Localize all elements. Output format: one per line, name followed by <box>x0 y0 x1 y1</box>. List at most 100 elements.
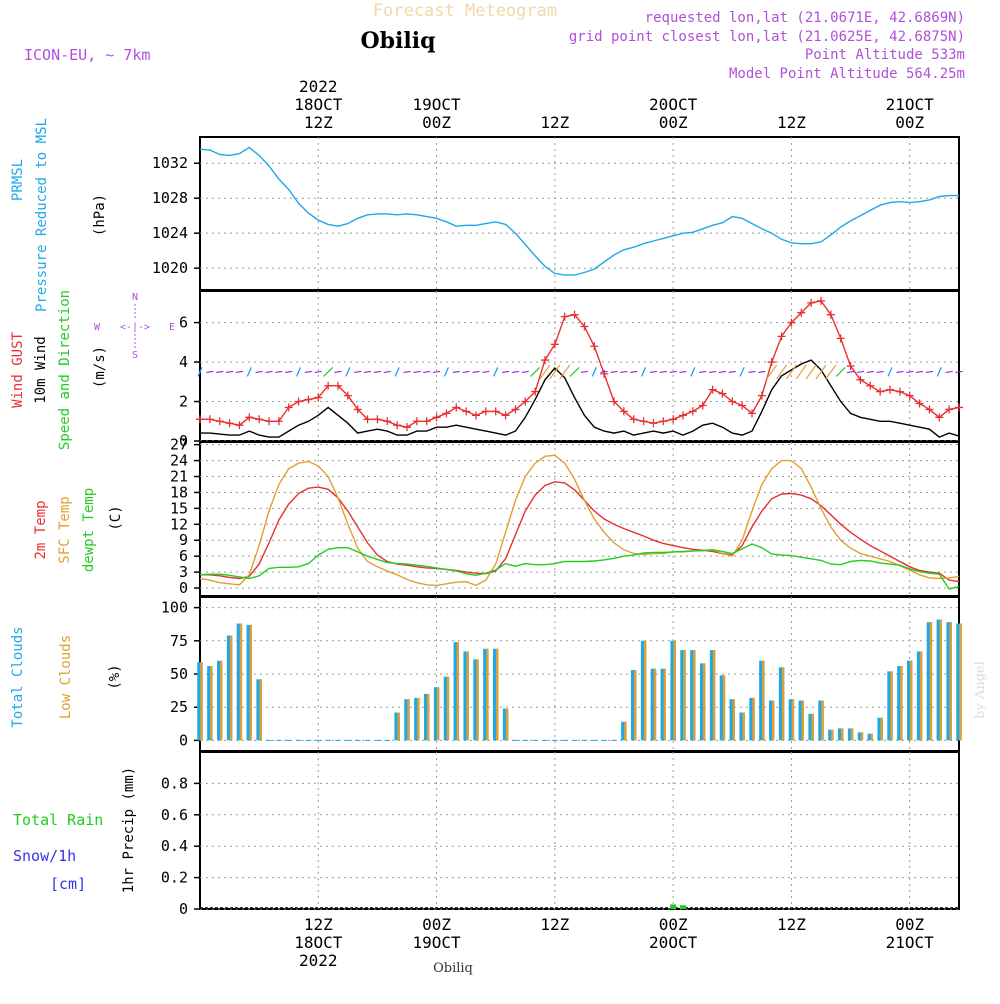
total-cloud-bar <box>640 640 647 741</box>
faded-title: Forecast Meteogram <box>373 1 557 21</box>
model-label: ICON-EU, ~ 7km <box>24 46 150 64</box>
compass-line: <-|-> <box>120 322 150 333</box>
gust-point <box>353 405 362 414</box>
total-cloud-bar <box>867 733 873 741</box>
low-cloud-bar <box>200 662 203 741</box>
y-tick-label: 0 <box>179 579 188 597</box>
gust-point <box>629 415 638 424</box>
y-tick-label: 0.8 <box>161 774 188 792</box>
wind-10m-label: 10m Wind <box>33 336 49 403</box>
compass-n: N <box>132 292 138 303</box>
wind-arrow <box>825 364 837 380</box>
gust-point <box>422 417 431 426</box>
total-cloud-bar <box>256 679 262 741</box>
wind-arrow <box>649 370 658 374</box>
low-cloud-bar <box>840 728 844 741</box>
gust-point <box>442 409 451 418</box>
wind-arrow <box>630 370 638 374</box>
y-tick-label: 100 <box>161 599 188 617</box>
top-hour-label: 00Z <box>422 113 451 132</box>
series-line-2m-temp <box>200 481 960 583</box>
gust-point <box>856 375 865 384</box>
wind-arrow <box>394 367 400 377</box>
gust-point <box>373 415 382 424</box>
temp-dewpt-label: dewpt Temp <box>81 488 97 572</box>
low-cloud-bar <box>762 660 765 741</box>
series-line-sfc-temp <box>199 454 960 587</box>
snow-unit-label: [cm] <box>50 875 86 893</box>
wind-arrow <box>906 370 914 374</box>
gust-point <box>757 391 766 400</box>
wind-arrow <box>275 370 283 374</box>
total-cloud-bar <box>739 712 745 741</box>
wind-arrow <box>265 370 273 374</box>
bottom-hour-label: 00Z <box>659 915 688 934</box>
low-cloud-bar <box>673 640 676 741</box>
series-line-prmsl <box>199 146 959 276</box>
total-cloud-bar <box>621 721 627 741</box>
compass-icon: N S W E <-|-> <box>94 292 175 361</box>
total-cloud-bar <box>690 650 696 741</box>
low-cloud-bar <box>909 660 913 741</box>
total-cloud-bar <box>404 699 410 741</box>
gust-point <box>541 356 549 365</box>
low-cloud-bar <box>821 700 824 741</box>
gust-point <box>728 397 737 406</box>
wind-arrow <box>423 370 431 374</box>
total-cloud-bar <box>493 648 499 741</box>
wind-arrow <box>462 370 470 374</box>
low-cloud-bar <box>900 666 903 741</box>
low-cloud-bar <box>426 693 430 741</box>
low-cloud-bar <box>456 642 459 741</box>
bottom-hour-label: 00Z <box>422 915 451 934</box>
low-cloud-bar <box>791 699 795 741</box>
low-cloud-bar <box>771 700 775 741</box>
wind-arrow <box>235 370 244 374</box>
total-cloud-bar <box>650 668 657 741</box>
total-cloud-bar <box>197 662 203 741</box>
wind-arrow <box>296 367 302 377</box>
gust-point <box>334 381 342 390</box>
gust-point <box>403 423 411 432</box>
wind-arrow <box>641 367 647 377</box>
gust-point <box>215 417 224 426</box>
grid-point-coords: grid point closest lon,lat (21.0625E, 42… <box>569 29 965 45</box>
bottom-hour-label: 12Z <box>540 915 569 934</box>
wind-arrow <box>699 370 707 374</box>
compass-e: E <box>169 322 175 333</box>
gust-point <box>935 413 944 422</box>
wind-arrow <box>785 364 797 380</box>
wind-arrow <box>856 370 865 374</box>
location-title: Obiliq <box>360 28 435 54</box>
wind-arrow <box>728 370 736 374</box>
gust-point <box>600 369 609 378</box>
low-cloud-bar <box>505 708 509 741</box>
gust-point <box>826 310 835 319</box>
low-cloud-bar <box>712 650 716 741</box>
top-date-label: 19OCT <box>412 95 461 114</box>
low-cloud-bar <box>742 712 745 741</box>
low-cloud-bar <box>949 622 952 741</box>
total-cloud-bar <box>502 708 509 741</box>
bottom-date-label: 21OCT <box>886 933 935 952</box>
gust-point <box>294 397 303 406</box>
gust-point <box>905 391 914 400</box>
low-cloud-bar <box>811 713 814 741</box>
top-hour-label: 12Z <box>304 113 333 132</box>
low-cloud-bar <box>801 700 804 741</box>
total-cloud-bar <box>808 713 814 741</box>
wind-arrow <box>896 370 904 374</box>
top-hour-label: 00Z <box>895 113 924 132</box>
gust-point <box>866 381 875 390</box>
wind-arrow <box>354 370 362 374</box>
panel-frame <box>199 441 960 597</box>
wind-arrow <box>580 370 589 374</box>
low-cloud-bar <box>210 666 213 741</box>
temp-unit: (C) <box>108 505 124 530</box>
wind-arrow <box>501 370 510 374</box>
top-hour-label: 12Z <box>540 113 569 132</box>
y-tick-label: 0 <box>179 900 188 918</box>
panel-frame <box>199 751 960 910</box>
